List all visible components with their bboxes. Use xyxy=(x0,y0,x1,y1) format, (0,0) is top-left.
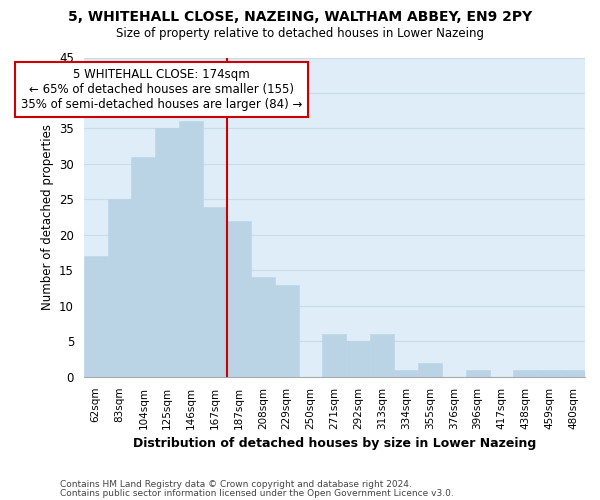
Bar xyxy=(561,370,585,377)
Bar xyxy=(227,220,251,377)
Bar xyxy=(251,278,275,377)
Bar xyxy=(155,128,179,377)
Text: Contains public sector information licensed under the Open Government Licence v3: Contains public sector information licen… xyxy=(60,488,454,498)
Bar xyxy=(131,157,155,377)
Text: 5, WHITEHALL CLOSE, NAZEING, WALTHAM ABBEY, EN9 2PY: 5, WHITEHALL CLOSE, NAZEING, WALTHAM ABB… xyxy=(68,10,532,24)
Text: Contains HM Land Registry data © Crown copyright and database right 2024.: Contains HM Land Registry data © Crown c… xyxy=(60,480,412,489)
Bar xyxy=(370,334,394,377)
Bar xyxy=(394,370,418,377)
Bar xyxy=(418,362,442,377)
Bar xyxy=(346,342,370,377)
Text: Size of property relative to detached houses in Lower Nazeing: Size of property relative to detached ho… xyxy=(116,28,484,40)
Bar xyxy=(203,206,227,377)
Bar xyxy=(179,122,203,377)
Bar xyxy=(537,370,561,377)
Bar xyxy=(84,256,107,377)
Bar xyxy=(514,370,537,377)
Bar xyxy=(466,370,490,377)
Bar xyxy=(107,200,131,377)
Text: 5 WHITEHALL CLOSE: 174sqm
← 65% of detached houses are smaller (155)
35% of semi: 5 WHITEHALL CLOSE: 174sqm ← 65% of detac… xyxy=(20,68,302,111)
Y-axis label: Number of detached properties: Number of detached properties xyxy=(41,124,53,310)
Bar xyxy=(275,284,299,377)
X-axis label: Distribution of detached houses by size in Lower Nazeing: Distribution of detached houses by size … xyxy=(133,437,536,450)
Bar xyxy=(322,334,346,377)
